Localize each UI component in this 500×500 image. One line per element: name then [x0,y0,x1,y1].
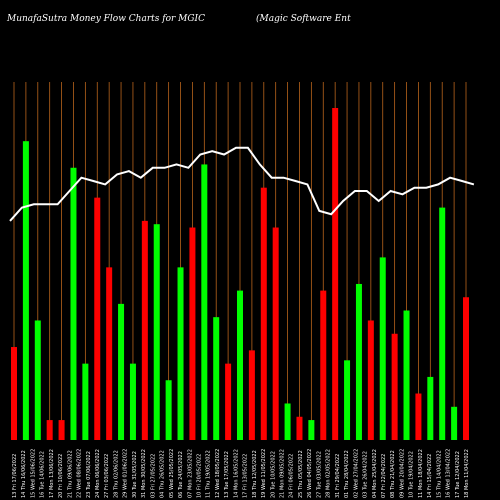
money-flow-bar [320,290,327,440]
x-tick-label: 10 Fri 20/05/2022 [197,454,203,498]
money-flow-bar [189,227,196,440]
x-tick-label: 18 Thu 12/05/2022 [252,450,258,498]
money-flow-bar [355,283,362,440]
x-tick-label: 08 Thu 21/04/2022 [390,450,396,498]
money-flow-bar [379,257,386,440]
x-tick-label: 17 Fri 13/05/2022 [243,454,249,498]
x-tick-label: 12 Wed 18/05/2022 [215,449,221,498]
x-tick-label: 31 Mon 30/05/2022 [141,449,147,498]
x-tick-label: 20 Fri 10/06/2022 [58,454,64,498]
money-flow-bar [46,420,53,440]
x-tick-label: 13 Fri 17/06/2022 [12,454,18,498]
money-flow-bar [296,416,303,440]
money-flow-bar [332,108,339,440]
x-tick-label: 28 Mon 02/05/2022 [326,449,332,498]
x-tick-label: 27 Fri 03/06/2022 [104,454,110,498]
money-flow-bar [225,363,232,440]
x-tick-label: 20 Tue 10/05/2022 [270,451,276,498]
x-tick-label: 04 Mon 25/04/2022 [372,449,378,498]
x-tick-label: 26 Wed 04/05/2022 [307,449,313,498]
x-tick-label: 22 Wed 08/06/2022 [77,449,83,498]
money-flow-bar [451,406,458,440]
x-tick-label: 14 Thu 16/06/2022 [21,450,27,498]
money-flow-bar [260,187,267,440]
x-tick-label: 11 Mon 18/04/2022 [418,449,424,498]
money-flow-bar [344,360,351,440]
x-tick-label: 24 Fri 06/05/2022 [289,454,295,498]
money-flow-bar [34,320,41,440]
x-tick-label: 03 Tue 26/04/2022 [363,451,369,498]
money-flow-bar [106,267,113,440]
money-flow-bar [248,350,255,440]
money-flow-bar [94,197,101,440]
money-flow-bar [237,290,243,440]
money-flow-bar [284,403,291,440]
money-flow-bar [272,227,279,440]
x-tick-label: 17 Tue 12/04/2022 [455,451,461,498]
x-tick-label: 27 Tue 03/05/2022 [316,451,322,498]
x-tick-label: 07 Mon 23/05/2022 [187,449,193,498]
money-flow-bar [439,207,446,440]
x-tick-label: 24 Mon 06/06/2022 [95,449,101,498]
x-tick-label: 31 Fri 29/04/2022 [335,454,341,498]
x-tick-label: 21 Thu 09/06/2022 [67,450,73,498]
x-tick-label: 04 Thu 26/05/2022 [160,450,166,498]
x-tick-label: 15 Thu 14/04/2022 [436,450,442,498]
chart-title-right: (Magic Software Ent [256,14,351,24]
price-line [9,146,475,222]
x-tick-label: 18 Mon 11/04/2022 [464,449,470,498]
x-tick-label: 14 Mon 16/05/2022 [233,449,239,498]
x-tick-label: 14 Fri 15/04/2022 [427,454,433,498]
x-tick-label: 02 Wed 27/04/2022 [353,449,359,498]
x-tick-label: 13 Tue 17/05/2022 [224,451,230,498]
x-tick-label: 15 Wed 15/06/2022 [30,449,36,498]
money-flow-bar [201,164,208,440]
x-tick-label: 19 Wed 11/05/2022 [261,449,267,498]
money-flow-bar [141,220,148,440]
x-tick-label: 01 Thu 28/04/2022 [344,450,350,498]
x-tick-label: 29 Wed 01/06/2022 [123,449,129,498]
money-flow-bar [82,363,89,440]
money-flow-bar [213,317,220,440]
money-flow-bar [403,310,410,440]
money-flow-bar [11,347,17,440]
money-flow-bar [308,420,315,440]
money-flow-bar [415,393,422,440]
money-flow-bar [177,267,184,440]
x-tick-label: 11 Thu 19/05/2022 [206,450,212,498]
money-flow-bar [165,380,172,440]
x-tick-label: 09 Wed 20/04/2022 [399,449,405,498]
x-tick-label: 25 Thu 05/05/2022 [298,450,304,498]
x-tick-label: 03 Fri 27/05/2022 [150,454,156,498]
money-flow-bar [70,167,77,440]
x-tick-label: 28 Thu 02/06/2022 [114,450,120,498]
x-tick-label: 06 Tue 24/05/2022 [178,451,184,498]
x-tick-label: 05 Wed 25/05/2022 [169,449,175,498]
x-tick-label: 17 Mon 13/06/2022 [49,449,55,498]
money-flow-bar [153,224,160,440]
money-flow-bar [367,320,374,440]
money-flow-bar [463,297,469,440]
x-tick-label: 16 Wed 13/04/2022 [446,449,452,498]
chart-title-left: MunafaSutra Money Flow Charts for MGIC [7,14,205,24]
x-tick-label: 21 Mon 09/05/2022 [280,449,286,498]
x-tick-label: 07 Fri 22/04/2022 [381,454,387,498]
x-tick-label: 23 Tue 07/06/2022 [86,451,92,498]
x-tick-label: 10 Tue 19/04/2022 [409,451,415,498]
x-tick-label: 16 Tue 14/06/2022 [40,451,46,498]
money-flow-bar [58,420,65,440]
money-flow-bar [129,363,136,440]
money-flow-bar [22,141,29,440]
x-tick-label: 30 Tue 31/05/2022 [132,451,138,498]
money-flow-bar [118,303,125,440]
money-flow-bar [427,376,434,440]
money-flow-bar [391,333,398,440]
